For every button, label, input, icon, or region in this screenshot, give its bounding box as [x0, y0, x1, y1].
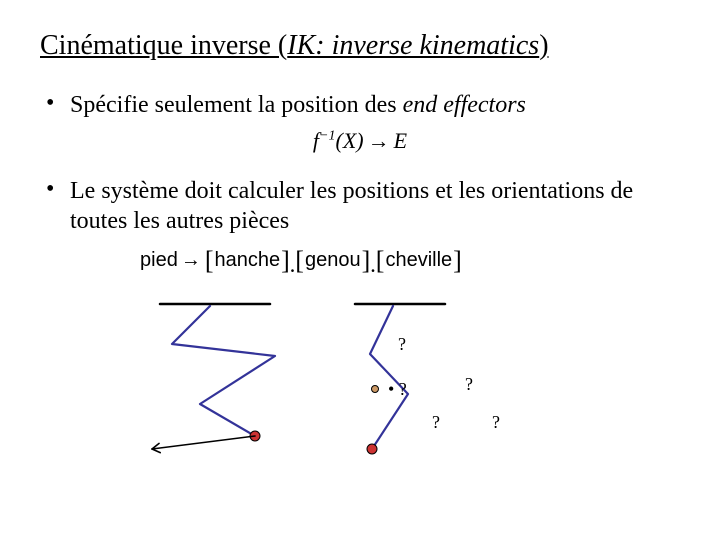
title-italic: IK: inverse kinematics — [287, 30, 539, 61]
question-label: • ? — [388, 379, 407, 400]
formula-exp: −1 — [319, 129, 335, 144]
bullet-1-text: Spécifie seulement la position des end e… — [70, 90, 680, 120]
formula-inverse: f−1(X)→E — [40, 128, 680, 154]
title-close: ) — [539, 30, 548, 61]
bracket-icon: ] — [452, 246, 463, 275]
bracket-icon: ] — [361, 246, 372, 275]
question-label: ? — [432, 412, 440, 433]
mapping-item-0: hanche — [214, 249, 280, 271]
mapping-chain: pied→[hanche]•[genou]•[cheville] — [140, 246, 680, 276]
formula-arg: X — [343, 128, 356, 153]
bracket-icon: [ — [204, 246, 215, 275]
slide-title: Cinématique inverse (IK: inverse kinemat… — [40, 30, 680, 62]
diagram-svg — [40, 294, 680, 464]
dot-icon: • — [371, 266, 375, 277]
mapping-lhs: pied — [140, 249, 178, 271]
ik-diagram: ? • ???? — [40, 294, 680, 464]
bullet-2-text: Le système doit calculer les positions e… — [70, 176, 680, 236]
bracket-icon: [ — [294, 246, 305, 275]
formula-rhs: E — [394, 128, 407, 153]
dot-icon: • — [291, 266, 295, 277]
bracket-icon: [ — [375, 246, 386, 275]
arrow-icon: → — [178, 249, 204, 271]
title-plain: Cinématique inverse ( — [40, 30, 287, 61]
question-label: ? — [398, 334, 406, 355]
bullet-marker: • — [40, 90, 70, 117]
mapping-item-2: cheville — [385, 249, 452, 271]
bullet-marker: • — [40, 176, 70, 203]
bullet-1-italic: end effectors — [403, 92, 526, 118]
question-label: ? — [492, 412, 500, 433]
bullet-2-pre: Le système doit calculer les positions e… — [70, 178, 633, 234]
arrow-icon: → — [364, 128, 394, 153]
bullet-1: • Spécifie seulement la position des end… — [40, 90, 680, 120]
bullet-2: • Le système doit calculer les positions… — [40, 176, 680, 236]
mapping-item-1: genou — [305, 249, 361, 271]
bracket-icon: ] — [280, 246, 291, 275]
bullet-1-pre: Spécifie seulement la position des — [70, 92, 403, 118]
question-label: ? — [465, 374, 473, 395]
